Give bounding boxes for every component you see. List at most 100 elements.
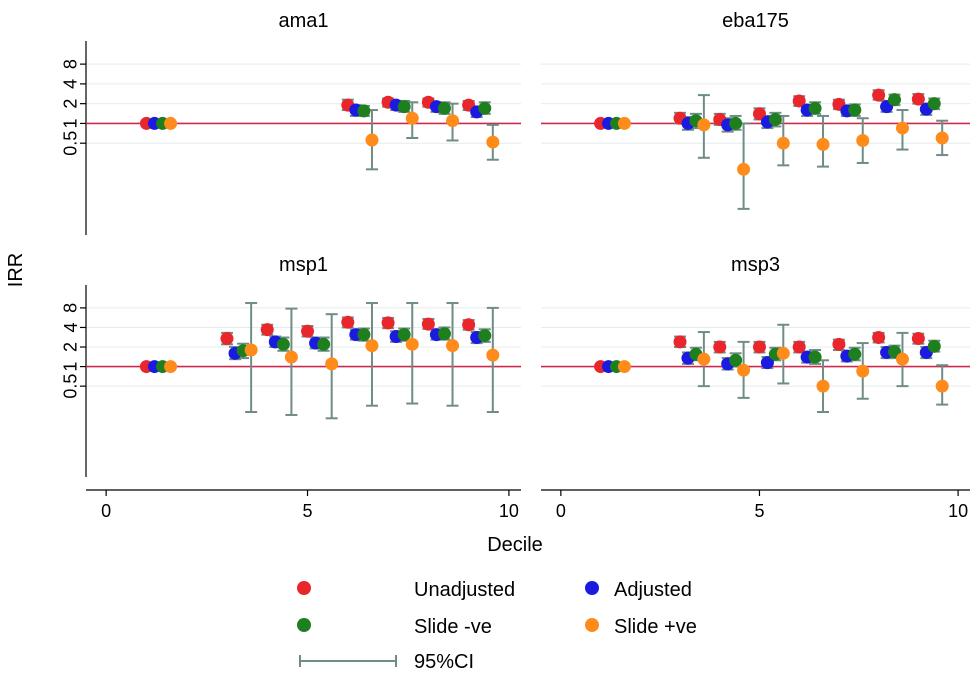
panel-msp3: msp3 0 5 10 (541, 254, 970, 521)
point-slide_neg (808, 350, 822, 364)
point-unadjusted (260, 323, 274, 337)
point-slide_pos (164, 116, 178, 130)
point-slide_neg (808, 101, 822, 115)
x-tick-label: 0 (556, 501, 566, 521)
x-tick-label: 5 (303, 501, 313, 521)
point-slide_neg (317, 337, 331, 351)
point-slide_pos (816, 137, 830, 151)
point-unadjusted (872, 331, 886, 345)
point-slide_pos (405, 111, 419, 125)
point-slide_neg (276, 337, 290, 351)
y-tick-label: 4 (61, 79, 81, 89)
point-slide_pos (776, 346, 790, 360)
legend-marker-adjusted (585, 581, 599, 595)
x-axis-label: Decile (487, 534, 543, 556)
point-slide_neg (927, 339, 941, 353)
legend-label-slide-pos: Slide +ve (614, 616, 697, 638)
legend-marker-slide-pos (585, 618, 599, 632)
y-tick-label: 8 (61, 59, 81, 69)
legend-marker-unadjusted (297, 581, 311, 595)
point-slide_neg (888, 93, 902, 107)
x-tick-label: 5 (754, 501, 764, 521)
point-slide_pos (617, 360, 631, 374)
point-slide_pos (446, 114, 460, 128)
y-tick-label: 1 (61, 118, 81, 128)
point-slide_pos (737, 363, 751, 377)
x-tick-label: 10 (499, 501, 519, 521)
panel-ama1: ama1 0.5 1 2 4 8 (61, 10, 521, 235)
point-slide_pos (365, 133, 379, 147)
point-slide_pos (617, 116, 631, 130)
panel-eba175: eba175 (541, 10, 970, 210)
point-slide_pos (895, 121, 909, 135)
y-tick-label: 1 (61, 362, 81, 372)
point-slide_neg (848, 103, 862, 117)
point-slide_pos (737, 162, 751, 176)
point-unadjusted (421, 317, 435, 331)
legend-label-slide-neg: Slide -ve (414, 616, 492, 638)
point-slide_neg (768, 112, 782, 126)
point-slide_neg (729, 353, 743, 367)
point-unadjusted (220, 332, 234, 346)
point-unadjusted (462, 318, 476, 332)
point-unadjusted (673, 335, 687, 349)
legend-label-unadjusted: Unadjusted (414, 579, 515, 601)
point-unadjusted (792, 340, 806, 354)
legend: Unadjusted Adjusted Slide -ve Slide +ve … (297, 579, 697, 673)
point-unadjusted (792, 94, 806, 108)
y-tick-label: 0.5 (61, 131, 81, 156)
point-slide_neg (437, 101, 451, 115)
point-unadjusted (752, 107, 766, 121)
point-slide_pos (856, 364, 870, 378)
point-slide_pos (284, 350, 298, 364)
legend-marker-slide-neg (297, 618, 311, 632)
point-slide_pos (895, 352, 909, 366)
point-slide_neg (848, 347, 862, 361)
panel-title: ama1 (278, 10, 328, 32)
point-unadjusted (832, 337, 846, 351)
point-slide_pos (164, 360, 178, 374)
x-tick-label: 10 (948, 501, 968, 521)
point-unadjusted (713, 340, 727, 354)
legend-label-adjusted: Adjusted (614, 579, 692, 601)
point-slide_pos (697, 352, 711, 366)
point-unadjusted (341, 315, 355, 329)
legend-label-ci: 95%CI (414, 651, 474, 673)
legend-ci-marker (299, 655, 397, 667)
panel-title: msp1 (279, 254, 328, 276)
y-tick-label: 0.5 (61, 374, 81, 399)
point-slide_pos (325, 357, 339, 371)
panel-title: msp3 (731, 254, 780, 276)
y-axis-label: IRR (5, 253, 27, 287)
point-unadjusted (872, 88, 886, 102)
point-slide_pos (935, 379, 949, 393)
point-slide_neg (437, 327, 451, 341)
point-slide_pos (486, 348, 500, 362)
point-slide_pos (816, 379, 830, 393)
point-slide_neg (397, 100, 411, 114)
point-unadjusted (301, 324, 315, 338)
point-slide_pos (776, 136, 790, 150)
point-unadjusted (381, 316, 395, 330)
y-tick-label: 8 (61, 303, 81, 313)
point-slide_neg (357, 104, 371, 118)
point-slide_pos (486, 135, 500, 149)
point-slide_pos (446, 339, 460, 353)
point-slide_neg (478, 101, 492, 115)
point-slide_neg (397, 328, 411, 342)
panel-title: eba175 (722, 10, 789, 32)
point-slide_pos (697, 118, 711, 132)
point-slide_neg (729, 116, 743, 130)
ci-bar-slide_pos (446, 302, 459, 407)
ci-bar-slide_pos (245, 302, 258, 414)
ci-bar-slide_pos (406, 302, 419, 405)
point-slide_neg (927, 97, 941, 111)
point-adjusted (760, 356, 774, 370)
point-unadjusted (911, 332, 925, 346)
panels: ama1 0.5 1 2 4 8 eba175 msp1 0.5 1 2 4 8 0 5 10 msp3 0 5 10 (61, 10, 970, 521)
y-tick-label: 2 (61, 342, 81, 352)
point-slide_pos (405, 337, 419, 351)
point-slide_pos (244, 343, 258, 357)
y-tick-label: 4 (61, 322, 81, 332)
